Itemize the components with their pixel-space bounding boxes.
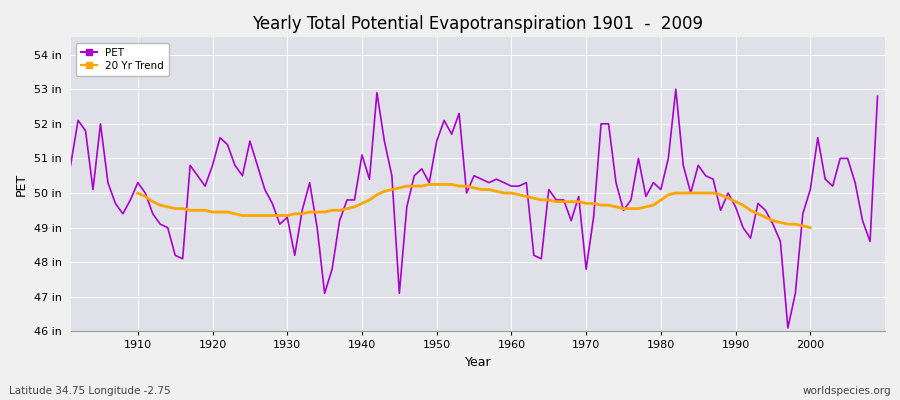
Title: Yearly Total Potential Evapotranspiration 1901  -  2009: Yearly Total Potential Evapotranspiratio…: [252, 15, 703, 33]
Legend: PET, 20 Yr Trend: PET, 20 Yr Trend: [76, 42, 169, 76]
Y-axis label: PET: PET: [15, 173, 28, 196]
X-axis label: Year: Year: [464, 356, 491, 369]
Text: Latitude 34.75 Longitude -2.75: Latitude 34.75 Longitude -2.75: [9, 386, 171, 396]
Text: worldspecies.org: worldspecies.org: [803, 386, 891, 396]
